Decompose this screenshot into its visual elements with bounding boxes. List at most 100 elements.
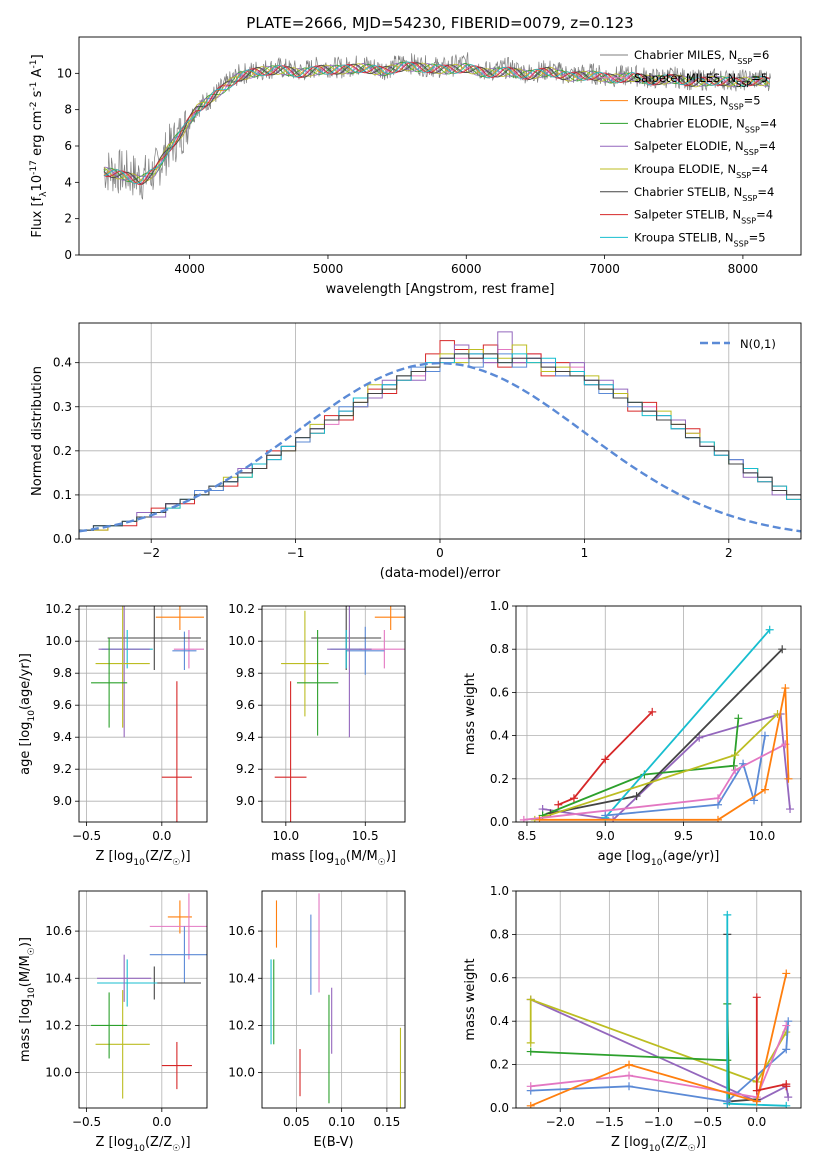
weight-marker — [526, 995, 535, 1004]
weight-vs-age-panel: 8.5 9.0 9.5 10.0 0.0 0.2 0.4 0.6 0.8 1.0 age [log1… — [463, 599, 802, 868]
y-tick-label: 1.0 — [490, 599, 509, 613]
y-tick-label: 10.6 — [45, 924, 72, 938]
weight-series-line — [755, 997, 788, 1092]
weight-marker — [625, 1071, 634, 1080]
weight-marker — [519, 815, 528, 822]
axes-frame — [515, 890, 802, 1109]
x-tick-label: −0.5 — [693, 1115, 722, 1129]
weight-marker — [765, 625, 774, 634]
weight-marker — [714, 815, 723, 822]
data-point — [346, 626, 385, 675]
weight-marker — [782, 1082, 791, 1091]
plot-area — [91, 893, 207, 1099]
y-tick-label: 4 — [64, 175, 72, 189]
y-axis-label: age [log10(age/yr)] — [18, 653, 37, 775]
x-tick-label: 0.05 — [283, 1115, 310, 1129]
weight-marker — [752, 1097, 761, 1106]
x-tick-label: 9.0 — [596, 829, 615, 843]
y-tick-label: 2 — [64, 212, 72, 226]
weight-marker — [731, 751, 740, 760]
weight-marker — [786, 805, 795, 814]
y-tick-label: 10.0 — [228, 634, 255, 648]
x-tick-label: 1 — [581, 546, 589, 560]
model-spectrum-line — [103, 61, 770, 186]
x-tick-label: 0.0 — [152, 829, 171, 843]
y-tick-label: 0.4 — [490, 729, 509, 743]
plot-area — [103, 52, 771, 200]
weight-marker — [784, 1093, 793, 1102]
weight-series-line — [542, 718, 740, 817]
axes-frame — [78, 605, 208, 823]
weight-marker — [526, 1082, 535, 1091]
x-axis-label: E(B-V) — [313, 1135, 353, 1150]
axes-frame — [261, 890, 406, 1109]
weight-marker — [750, 796, 759, 805]
weight-marker — [526, 1047, 535, 1056]
x-tick-label: 2 — [725, 546, 733, 560]
y-tick-label: 0.0 — [490, 1101, 509, 1115]
y-axis-label: mass [log10(M/M☉)] — [18, 937, 37, 1062]
data-point — [161, 681, 192, 822]
x-tick-label: 0.10 — [328, 1115, 355, 1129]
y-tick-label: 0.3 — [53, 400, 72, 414]
grid — [262, 891, 405, 1108]
y-tick-label: 1.0 — [490, 884, 509, 898]
y-tick-label: 0.4 — [53, 356, 72, 370]
x-axis-label: Z [log10(Z/Z☉)] — [611, 1135, 706, 1154]
axes-frame — [78, 36, 802, 256]
plot-area — [519, 625, 795, 822]
weight-marker — [784, 774, 793, 783]
x-tick-label: 0.0 — [747, 1115, 766, 1129]
x-tick-label: 10.0 — [272, 829, 299, 843]
x-tick-label: 4000 — [174, 262, 205, 276]
axes-frame — [78, 322, 802, 540]
weight-marker — [729, 761, 738, 770]
data-point — [97, 959, 158, 1007]
x-axis-label: age [log10(age/yr)] — [598, 849, 720, 868]
x-tick-label: 0.15 — [374, 1115, 401, 1129]
x-axis-label: Z [log10(Z/Z☉)] — [95, 1135, 190, 1154]
data-point — [97, 954, 152, 1002]
weight-series-line — [557, 711, 653, 806]
spectrum-panel: 4000 5000 6000 7000 8000 0 2 4 6 8 10 wavelength [A… — [29, 36, 802, 297]
grid — [262, 606, 405, 822]
plot-area — [79, 331, 801, 539]
weight-marker — [782, 1045, 791, 1054]
y-tick-label: 10.2 — [228, 1018, 255, 1032]
x-axis-label: mass [log10(M/M☉)] — [271, 849, 396, 868]
y-axis-label: Normed distribution — [30, 366, 45, 496]
y-tick-label: 6 — [64, 139, 72, 153]
plot-area — [526, 910, 793, 1108]
y-axis-label: mass weight — [463, 673, 478, 755]
age-vs-metallicity-panel: −0.5 0.0 9.0 9.2 9.4 9.6 9.8 10.0 10.2 Z [log10(Z… — [18, 602, 208, 868]
residuals-panel: −2 −1 0 1 2 0.0 0.1 0.2 0.3 0.4 (data-model)/error… — [30, 322, 802, 581]
y-axis-label: mass weight — [463, 958, 478, 1040]
data-point — [149, 926, 207, 983]
data-point — [155, 606, 204, 630]
weight-marker — [782, 1021, 791, 1030]
weight-marker — [723, 910, 732, 919]
grid — [79, 891, 207, 1108]
x-tick-label: 8000 — [728, 262, 759, 276]
axes-frame — [515, 605, 802, 823]
data-point — [374, 606, 405, 630]
x-tick-label: 10.0 — [748, 829, 775, 843]
y-tick-label: 9.8 — [53, 666, 72, 680]
normal-reference-curve — [79, 361, 801, 533]
weight-vs-metallicity-panel: −2.0 −1.5 −1.0 −0.5 0.0 0.0 0.2 0.4 0.6 0.8 1.0 Z [… — [463, 884, 802, 1154]
x-tick-label: −0.5 — [72, 1115, 101, 1129]
x-tick-label: 0.0 — [152, 1115, 171, 1129]
legend-entry: Salpeter ELODIE, NSSP=4 — [634, 139, 776, 157]
weight-marker — [569, 794, 578, 803]
plot-area — [270, 893, 402, 1108]
y-tick-label: 10.2 — [45, 1018, 72, 1032]
y-tick-label: 0.6 — [490, 971, 509, 985]
y-tick-label: 0 — [64, 248, 72, 262]
x-tick-label: 9.5 — [674, 829, 693, 843]
data-point — [107, 606, 201, 670]
x-tick-label: 6000 — [451, 262, 482, 276]
weight-marker — [625, 1082, 634, 1091]
x-tick-label: −2 — [142, 546, 160, 560]
y-tick-label: 9.2 — [53, 762, 72, 776]
